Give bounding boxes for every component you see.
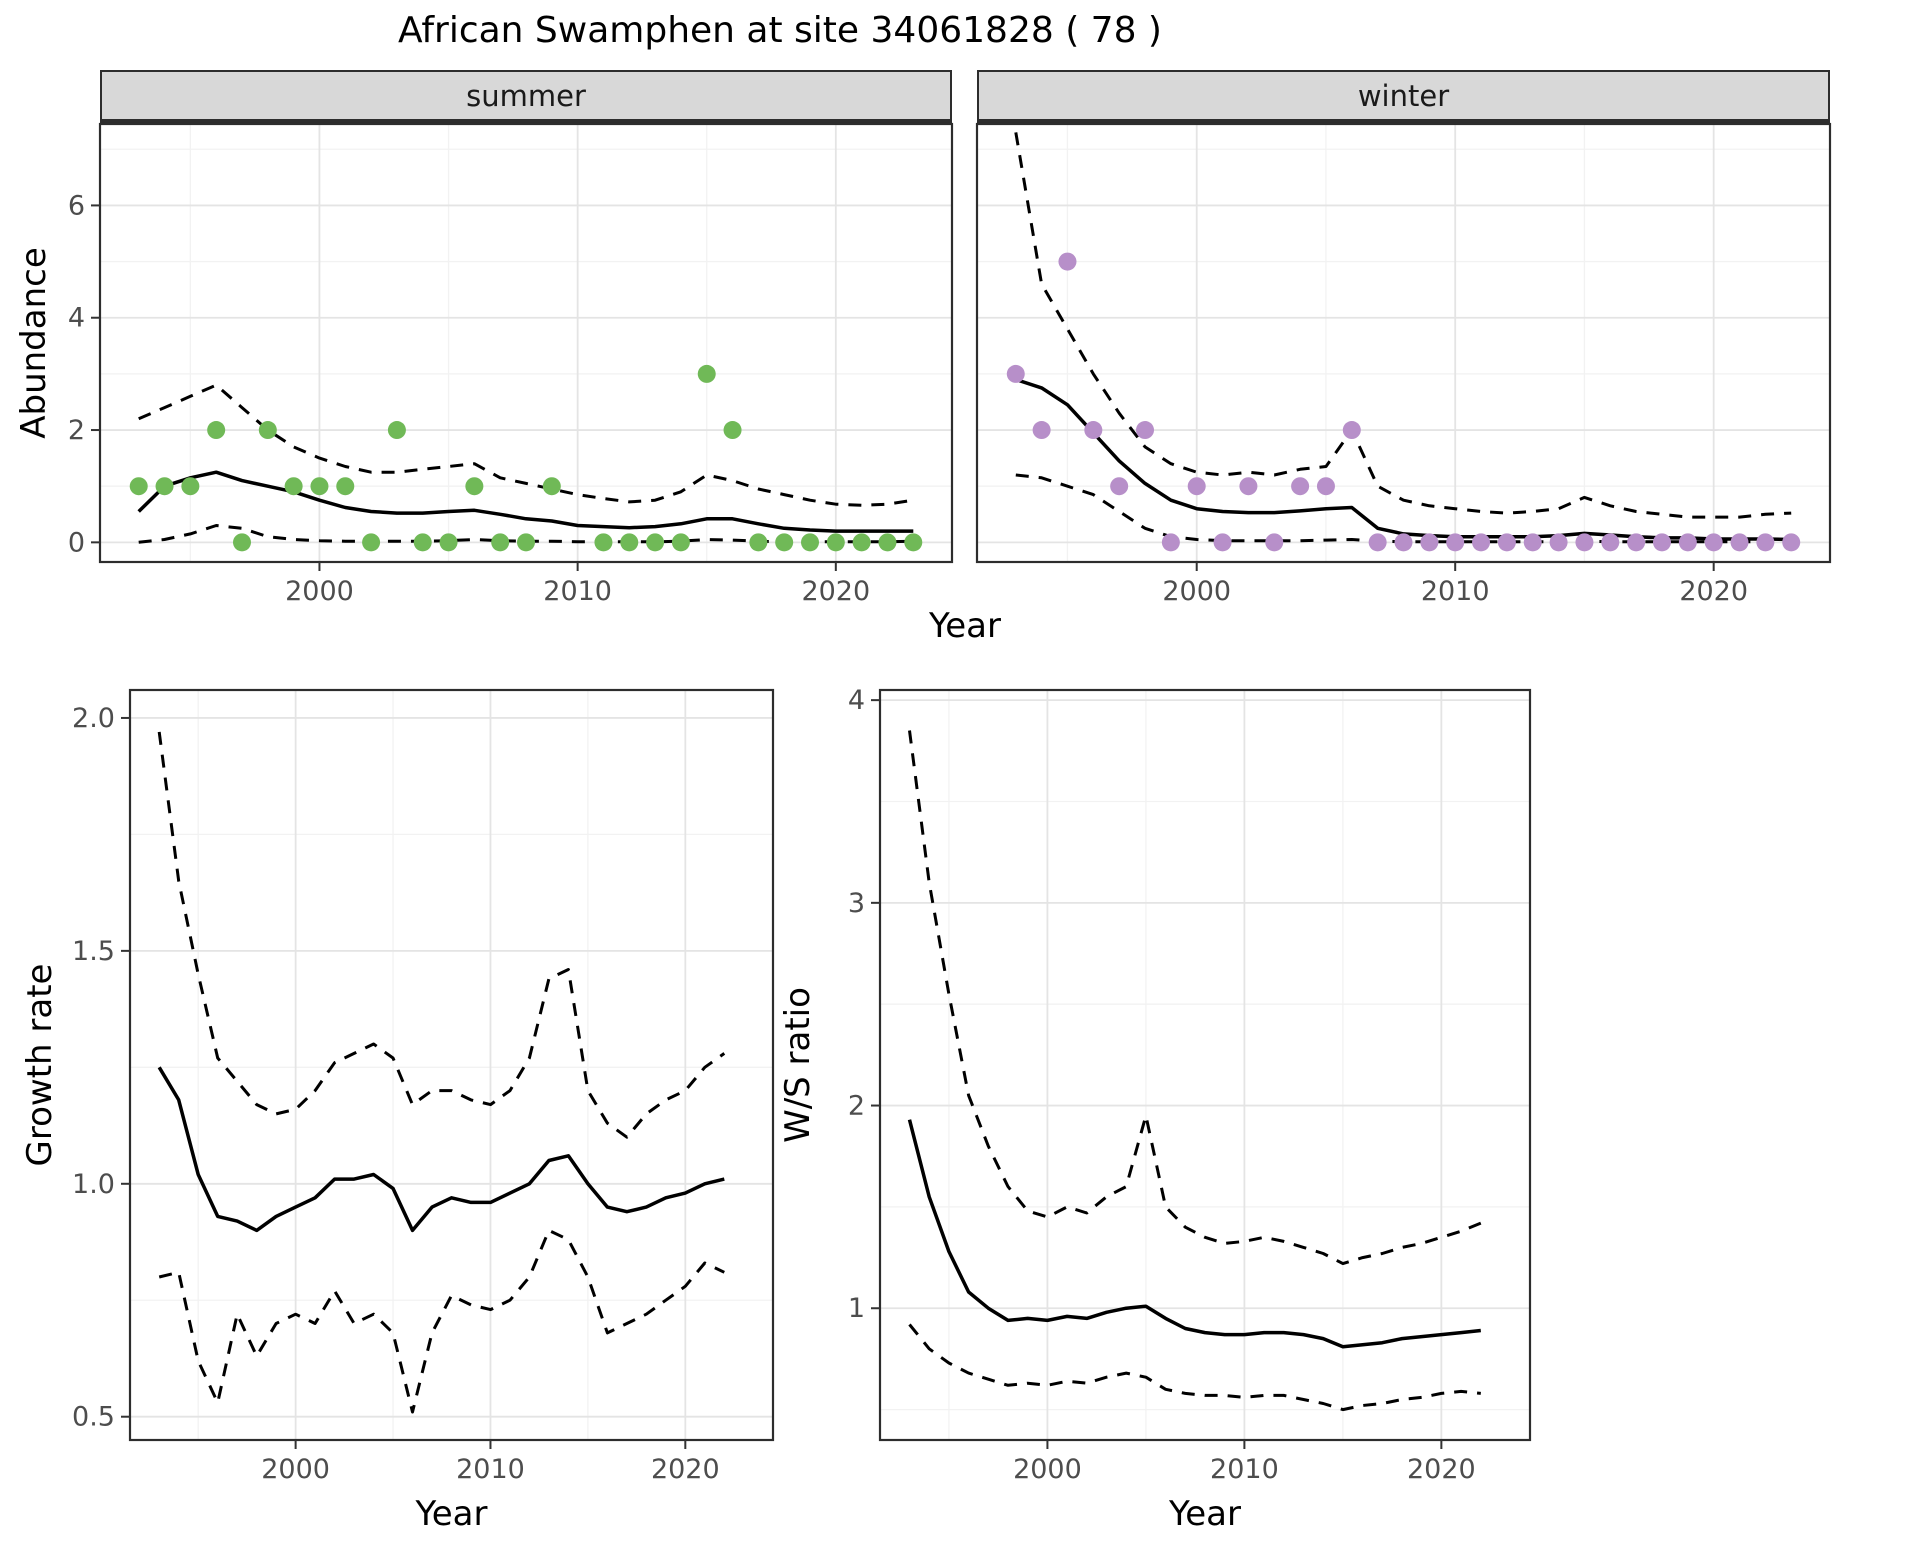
x-axis-label-ws-ratio: Year — [1169, 1494, 1241, 1534]
facet-strip-summer-label: summer — [466, 78, 586, 113]
svg-text:2010: 2010 — [456, 1454, 525, 1485]
facet-strip-summer: summer — [100, 70, 952, 124]
svg-text:4: 4 — [848, 685, 865, 716]
svg-text:2010: 2010 — [1421, 576, 1490, 607]
svg-text:4: 4 — [68, 303, 85, 334]
x-axis-label-top: Year — [929, 606, 1001, 646]
chart-title: African Swamphen at site 34061828 ( 78 ) — [398, 10, 1162, 51]
svg-text:2020: 2020 — [1679, 576, 1748, 607]
svg-text:2000: 2000 — [1162, 576, 1231, 607]
winter-abundance-panel: 2000 2010 2020 — [975, 122, 1832, 610]
svg-text:2: 2 — [848, 1091, 865, 1122]
svg-text:1.0: 1.0 — [72, 1169, 115, 1200]
ws-ratio-panel: 2000 2010 2020 1 2 3 4 — [805, 685, 1532, 1490]
svg-text:2020: 2020 — [801, 576, 870, 607]
svg-text:2020: 2020 — [1407, 1454, 1476, 1485]
svg-text:2010: 2010 — [543, 576, 612, 607]
svg-text:6: 6 — [68, 190, 85, 221]
svg-text:0: 0 — [68, 527, 85, 558]
growth-rate-panel: 2000 2010 2020 0.5 1.0 1.5 2.0 — [55, 688, 775, 1490]
svg-text:2.0: 2.0 — [72, 703, 115, 734]
facet-strip-winter: winter — [977, 70, 1830, 124]
svg-text:2000: 2000 — [285, 576, 354, 607]
svg-text:2000: 2000 — [1013, 1454, 1082, 1485]
svg-text:0.5: 0.5 — [72, 1402, 115, 1433]
y-axis-label-growth-rate: Growth rate — [20, 963, 60, 1167]
x-axis-label-growth-rate: Year — [415, 1494, 488, 1534]
svg-text:2000: 2000 — [261, 1454, 330, 1485]
svg-text:1: 1 — [848, 1293, 865, 1324]
facet-strip-winter-label: winter — [1357, 78, 1450, 113]
svg-text:2010: 2010 — [1210, 1454, 1279, 1485]
svg-text:1.5: 1.5 — [72, 936, 115, 967]
svg-text:3: 3 — [848, 888, 865, 919]
svg-text:2: 2 — [68, 415, 85, 446]
svg-text:2020: 2020 — [651, 1454, 720, 1485]
summer-abundance-panel: 2000 2010 2020 0 2 4 6 — [30, 122, 954, 610]
